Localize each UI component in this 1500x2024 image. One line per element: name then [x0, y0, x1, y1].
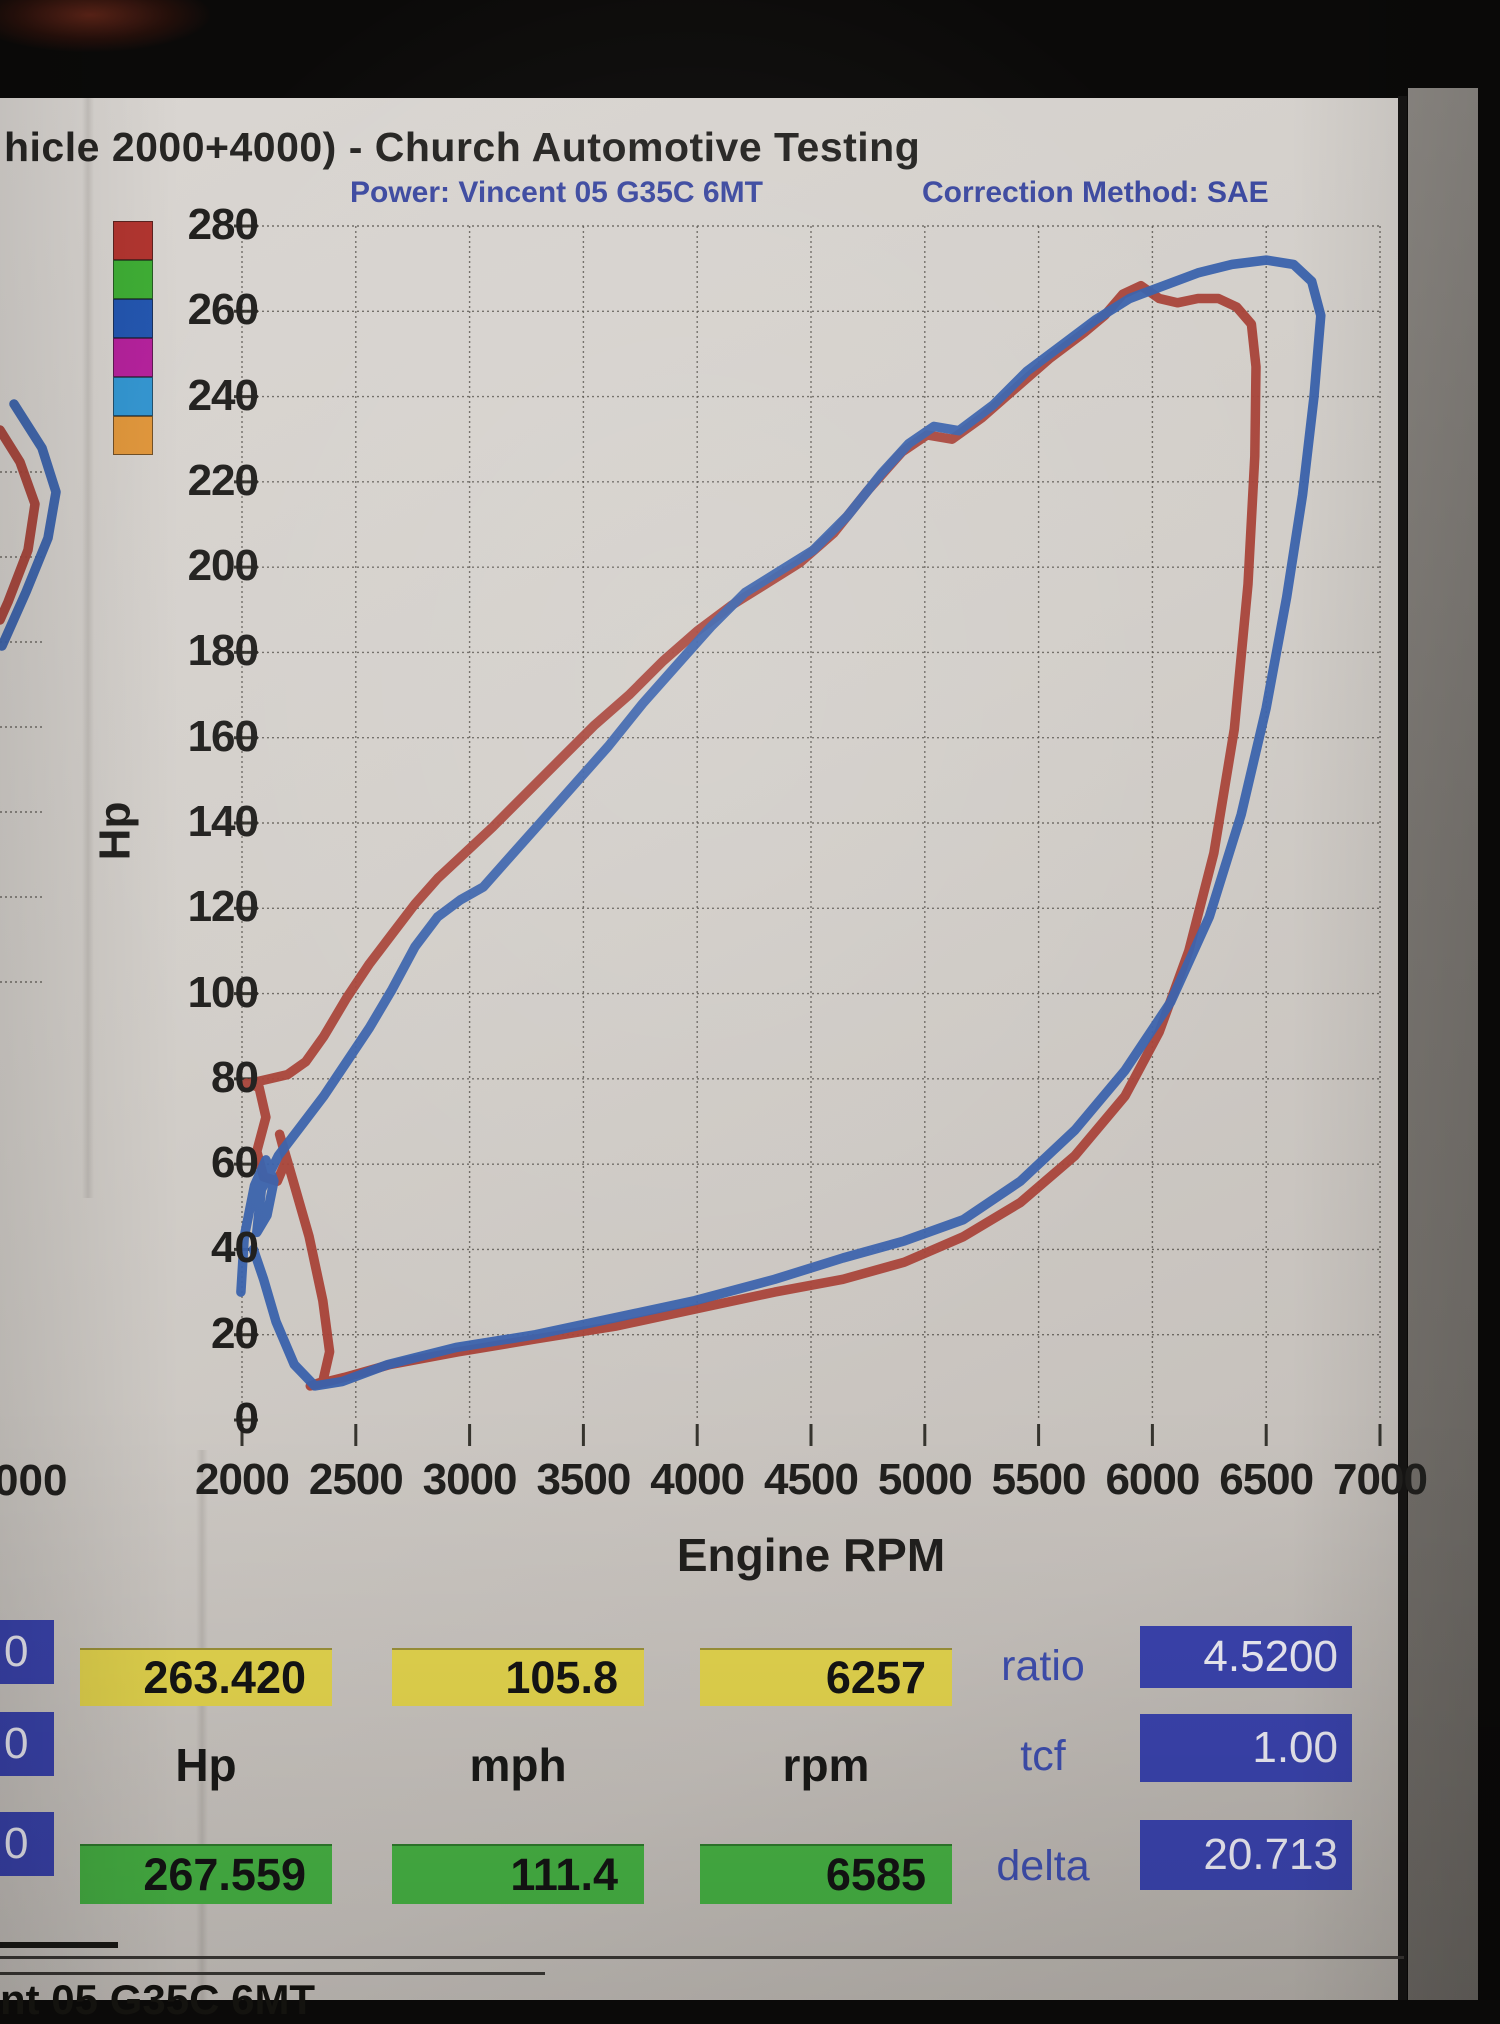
max-rpm-value: 6257 [825, 1652, 926, 1703]
column-label-mph: mph [469, 1739, 567, 1791]
x-tick-label: 3000 [422, 1455, 518, 1504]
x-tick-label: 2500 [308, 1455, 404, 1504]
left-partial-cell-2: 0 [0, 1712, 54, 1776]
swatch-red [113, 221, 153, 260]
y-tick-label: 40 [211, 1223, 259, 1273]
y-tick-label: 180 [187, 626, 259, 676]
max-mph-green-cell: 111.4 [392, 1844, 644, 1904]
report-title: hicle 2000+4000) - Church Automotive Tes… [4, 124, 921, 170]
y-tick-label: 100 [187, 967, 259, 1017]
left-partial-cell-3: 0 [0, 1812, 54, 1876]
footer-rule-mid [0, 1972, 545, 1975]
run-4000-blue-curve [236, 255, 1326, 1391]
left-partial-value: 0 [4, 1627, 29, 1676]
max-rpm-green-cell: 6585 [700, 1844, 952, 1904]
legend-swatch-column [113, 221, 153, 455]
y-tick-label: 120 [187, 882, 259, 932]
correction-method-subtitle: Correction Method: SAE [922, 176, 1269, 209]
tcf-label: tcf [1020, 1732, 1066, 1780]
max-mph-value-2: 111.4 [510, 1849, 618, 1900]
x-tick-label: 4500 [764, 1455, 859, 1504]
y-tick-label: 80 [211, 1052, 259, 1102]
x-tick-label: 2000 [195, 1455, 290, 1504]
page-edge-line [1398, 96, 1407, 2000]
x-tick-label: 4000 [650, 1455, 745, 1504]
max-hp-value: 263.420 [143, 1652, 306, 1703]
y-tick-label: 240 [187, 370, 259, 420]
swatch-orange [113, 416, 153, 455]
max-hp-yellow-cell: 263.420 [80, 1648, 332, 1706]
delta-cell: 20.713 [1140, 1820, 1352, 1890]
delta-label: delta [996, 1842, 1090, 1890]
y-tick-label: 220 [187, 455, 259, 505]
footer-rule-long [0, 1956, 1404, 1959]
tcf-cell: 1.00 [1140, 1714, 1352, 1782]
run-2000-red-curve [241, 280, 1261, 1391]
max-hp-green-cell: 267.559 [80, 1844, 332, 1904]
ratio-label: ratio [1001, 1642, 1085, 1690]
y-tick-label: 280 [187, 200, 259, 249]
y-tick-label: 160 [187, 711, 259, 761]
power-subtitle: Power: Vincent 05 G35C 6MT [350, 176, 763, 209]
max-rpm-value-2: 6585 [825, 1849, 926, 1900]
x-tick-label: 6500 [1219, 1455, 1314, 1504]
max-hp-value-2: 267.559 [143, 1849, 306, 1900]
y-tick-label: 200 [187, 541, 259, 591]
y-tick-label: 20 [211, 1308, 259, 1358]
y-axis-title: Hp [90, 801, 140, 861]
swatch-magenta [113, 338, 153, 377]
y-tick-label: 140 [187, 797, 259, 846]
swatch-green [113, 260, 153, 299]
adjacent-chart-fragment-curve-0 [0, 399, 61, 651]
footer-rule-short [0, 1942, 118, 1948]
tcf-value: 1.00 [1252, 1723, 1338, 1772]
y-tick-label: 0 [234, 1394, 259, 1443]
x-tick-label: 7000 [1333, 1455, 1428, 1504]
y-tick-label: 260 [187, 285, 259, 335]
y-tick-label: 60 [211, 1138, 259, 1188]
x-tick-label: 5000 [877, 1455, 973, 1504]
ratio-cell: 4.5200 [1140, 1626, 1352, 1688]
max-mph-value: 105.8 [505, 1652, 618, 1703]
adjacent-chart-fragment-curve-1 [0, 425, 40, 625]
x-tick-label: 6000 [1105, 1455, 1200, 1504]
left-partial-value: 0 [4, 1719, 29, 1768]
ratio-value: 4.5200 [1203, 1632, 1338, 1681]
column-label-rpm: rpm [782, 1739, 870, 1791]
max-mph-yellow-cell: 105.8 [392, 1648, 644, 1706]
max-rpm-yellow-cell: 6257 [700, 1648, 952, 1706]
paper-crease [82, 98, 94, 1198]
x-tick-label: 3500 [536, 1455, 631, 1504]
left-partial-value: 0 [4, 1819, 29, 1868]
x-axis-title: Engine RPM [676, 1529, 946, 1581]
left-partial-cell-1: 0 [0, 1620, 54, 1684]
adjacent-chart-xlabel-fragment: 000 [0, 1456, 68, 1505]
column-label-hp: Hp [175, 1739, 237, 1791]
table-surface-edge [1408, 88, 1478, 2000]
swatch-blue [113, 299, 153, 338]
footer-caption-fragment: nt 05 G35C 6MT [0, 1976, 316, 2023]
x-tick-label: 5500 [991, 1455, 1087, 1504]
delta-value: 20.713 [1203, 1830, 1338, 1879]
swatch-lightblue [113, 377, 153, 416]
